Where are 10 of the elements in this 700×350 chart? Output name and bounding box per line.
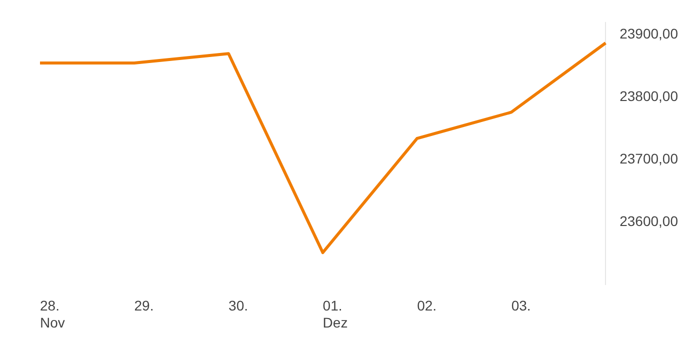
x-tick-label: 01. Dez <box>322 298 348 330</box>
x-tick-label: 03. <box>511 298 531 314</box>
y-tick-label: 23700,00 <box>620 150 678 166</box>
x-tick-label: 02. <box>417 298 437 314</box>
x-tick-label: 30. <box>228 298 248 314</box>
y-tick-label: 23600,00 <box>620 212 678 229</box>
x-tick-label: 28. Nov <box>40 298 65 330</box>
y-tick-label: 23900,00 <box>620 26 678 42</box>
y-tick-label: 23800,00 <box>620 88 678 104</box>
x-tick-label: 29. <box>134 298 154 314</box>
